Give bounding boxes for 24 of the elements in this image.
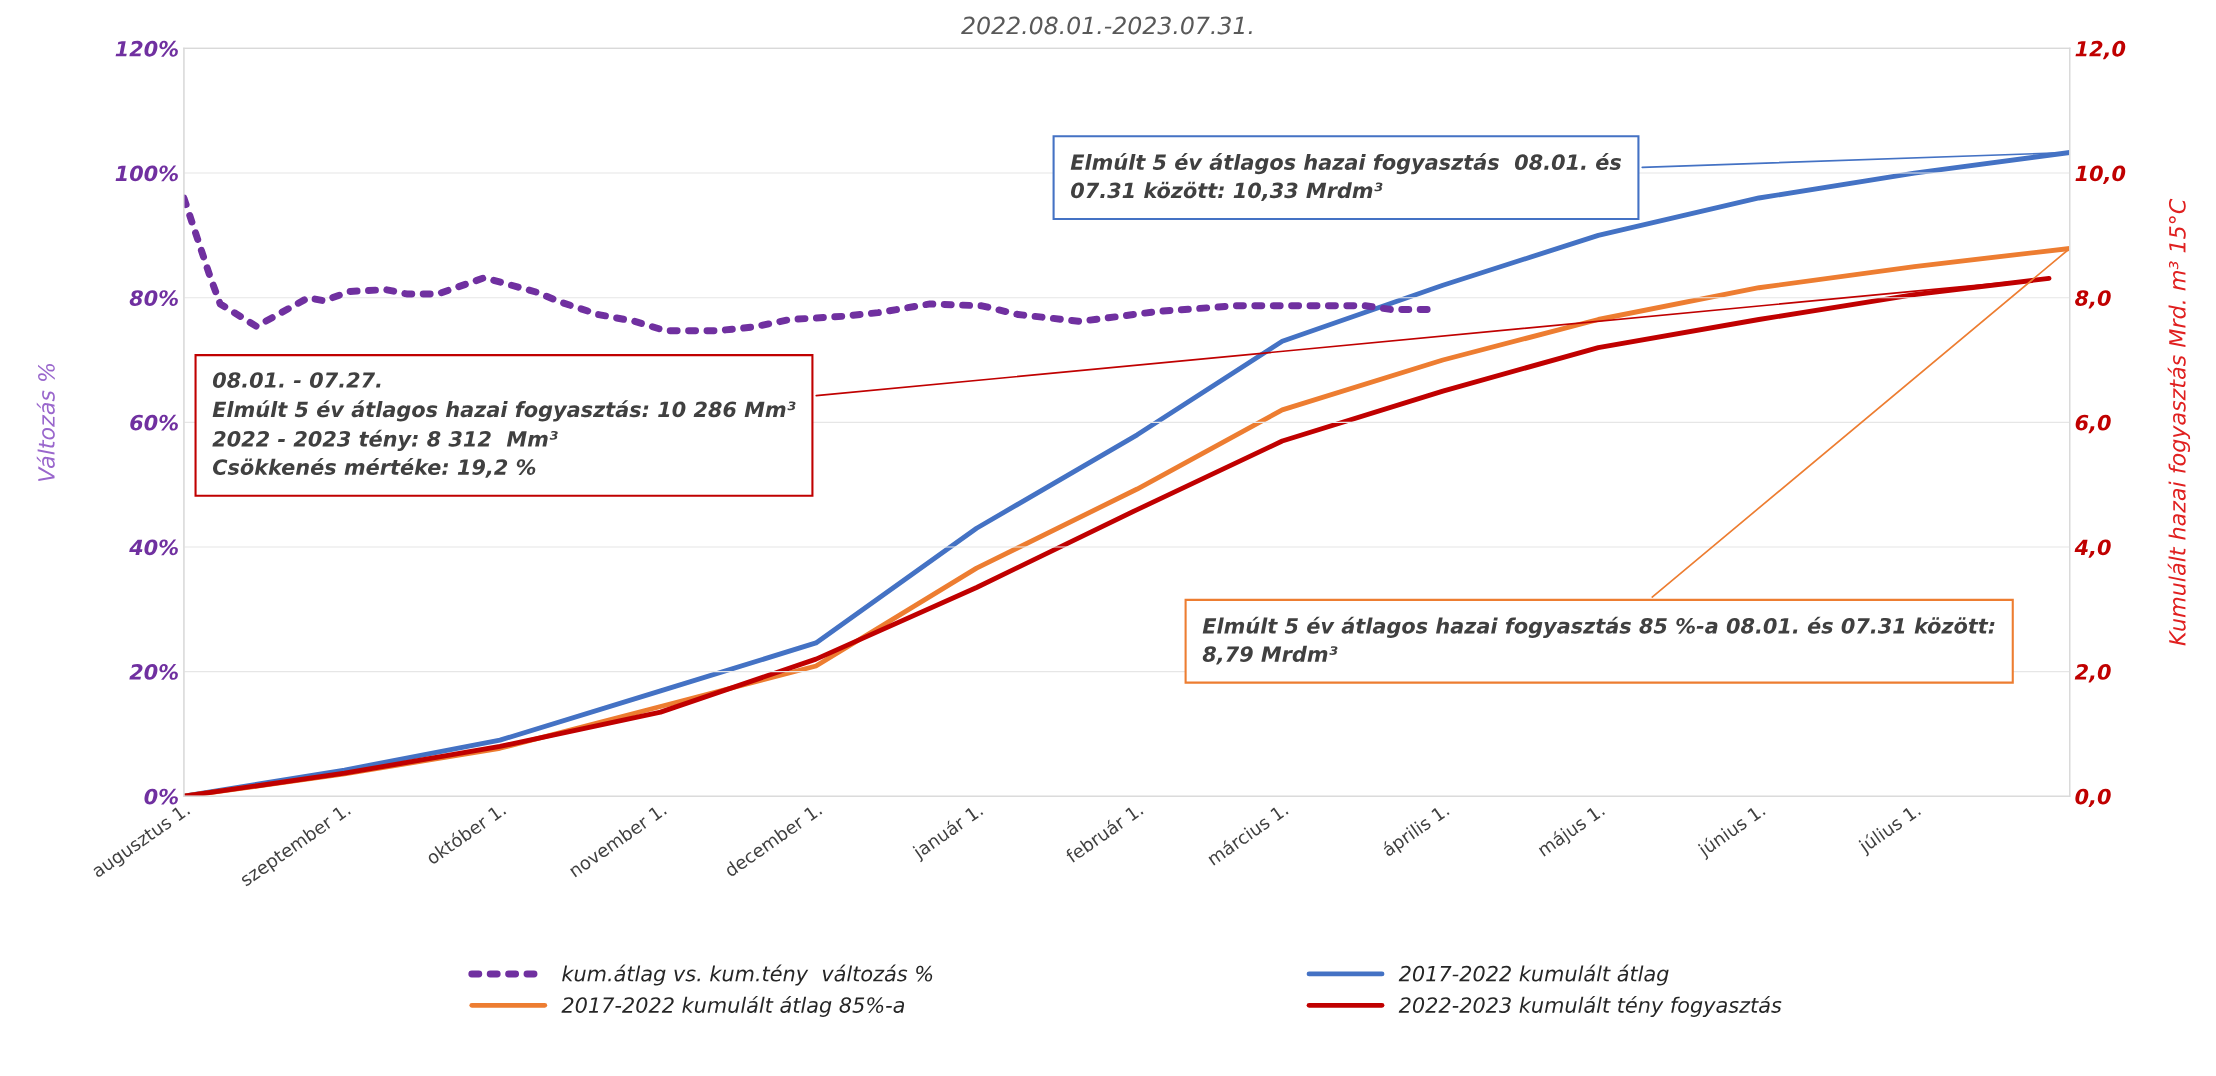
y-tick-label: 100% bbox=[115, 165, 178, 182]
y2-tick-label: 0,0 bbox=[2075, 788, 2111, 808]
y-tick-label: 80% bbox=[129, 290, 178, 306]
y2-tick-label: 6,0 bbox=[2075, 414, 2111, 434]
annotation: Elmúlt 5 év átlagos hazai fogyasztás 85 %-a 08.01. és 07.31 között: 8,79 Mrdm³ bbox=[1202, 616, 1995, 665]
y2-tick-label: 12,0 bbox=[2075, 40, 2126, 60]
y-tick-label: 20% bbox=[129, 664, 178, 680]
annotation: Elmúlt 5 év átlagos hazai fogyasztás 08.01. és 07.31 között: 10,33 Mrdm³ bbox=[1070, 153, 1622, 201]
y-tick-label: 120% bbox=[115, 40, 178, 57]
y-tick-label: 40% bbox=[129, 539, 178, 556]
y-tick-label: 0% bbox=[144, 788, 178, 805]
y2-tick-label: 8,0 bbox=[2075, 290, 2111, 309]
y-tick-label: 60% bbox=[130, 414, 178, 431]
chart-title: 2022.08.01.-2023.07.31. bbox=[961, 16, 1252, 35]
annotation: 08.01. - 07.27. Elmúlt 5 év átlagos hazai fogyasztás: 10 286 Mm³ 2022 - 2023 tény: 8 312 Mm³ Csökkenés mértéke: 19,2 % bbox=[212, 372, 796, 478]
legend-label: 2022-2023 kumulált tény fogyasztás bbox=[1398, 995, 1782, 1017]
legend-label: 2017-2022 kumulált átlag 85%-a bbox=[561, 995, 905, 1017]
legend-label: 2017-2022 kumulált átlag bbox=[1398, 964, 1669, 986]
y2-tick-label: 10,0 bbox=[2075, 165, 2126, 184]
legend-label: kum.átlag vs. kum.tény változás % bbox=[562, 964, 933, 986]
y2-tick-label: 4,0 bbox=[2074, 539, 2111, 558]
y-axis-title: Változás % bbox=[36, 363, 55, 482]
y2-axis-title: Kumulált hazai fogyasztás Mrd. m³ 15°C bbox=[2167, 198, 2191, 646]
y2-tick-label: 2,0 bbox=[2074, 664, 2111, 683]
